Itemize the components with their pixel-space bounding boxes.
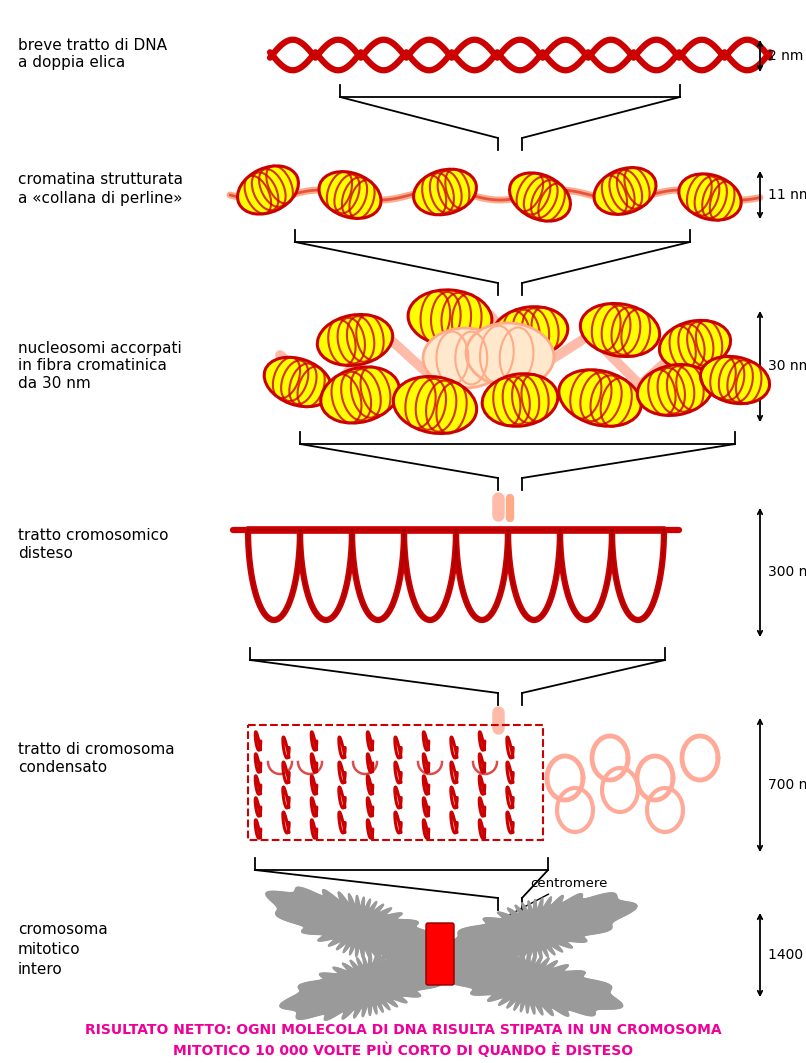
Text: da 30 nm: da 30 nm [18,376,91,391]
Text: 30 nm: 30 nm [768,359,806,373]
Text: condensato: condensato [18,760,107,776]
Polygon shape [266,888,454,967]
Ellipse shape [482,374,558,426]
Ellipse shape [408,290,492,347]
Ellipse shape [423,328,507,388]
Bar [248,725,543,840]
Ellipse shape [509,173,571,221]
Ellipse shape [238,166,298,214]
Text: 11 nm: 11 nm [768,188,806,202]
Polygon shape [280,949,460,1020]
Text: a «collana di perline»: a «collana di perline» [18,190,182,205]
Ellipse shape [679,174,742,220]
Text: 1400 nm: 1400 nm [768,948,806,962]
Ellipse shape [319,171,381,218]
Text: intero: intero [18,962,63,978]
Ellipse shape [638,365,713,416]
Ellipse shape [393,376,476,434]
Ellipse shape [318,315,393,366]
Ellipse shape [580,303,659,356]
Text: 2 nm: 2 nm [768,49,804,63]
Text: tratto cromosomico: tratto cromosomico [18,527,168,542]
Ellipse shape [700,356,770,404]
Text: in fibra cromatinica: in fibra cromatinica [18,358,167,373]
Text: centromere: centromere [455,877,608,944]
Ellipse shape [264,357,332,407]
Text: mitotico: mitotico [18,943,81,958]
Ellipse shape [413,169,476,215]
Ellipse shape [559,370,641,426]
Text: nucleosomi accorpati: nucleosomi accorpati [18,340,181,355]
Text: cromosoma: cromosoma [18,923,108,938]
Polygon shape [433,893,637,967]
Text: tratto di cromosoma: tratto di cromosoma [18,742,175,758]
Text: 300 nm: 300 nm [768,566,806,579]
FancyBboxPatch shape [426,923,454,985]
Text: MITOTICO 10 000 VOLTE PIÙ CORTO DI QUANDO È DISTESO: MITOTICO 10 000 VOLTE PIÙ CORTO DI QUAND… [173,1042,633,1058]
Ellipse shape [659,320,730,370]
Text: breve tratto di DNA: breve tratto di DNA [18,37,167,52]
Ellipse shape [321,367,399,423]
Text: cromatina strutturata: cromatina strutturata [18,172,183,187]
Text: 700 nm: 700 nm [768,778,806,792]
Ellipse shape [466,323,554,387]
Polygon shape [433,950,623,1016]
Ellipse shape [594,168,656,215]
Ellipse shape [492,307,567,357]
Text: a doppia elica: a doppia elica [18,55,125,70]
Text: disteso: disteso [18,545,73,560]
Text: RISULTATO NETTO: OGNI MOLECOLA DI DNA RISULTA STIPATA IN UN CROMOSOMA: RISULTATO NETTO: OGNI MOLECOLA DI DNA RI… [85,1023,721,1037]
